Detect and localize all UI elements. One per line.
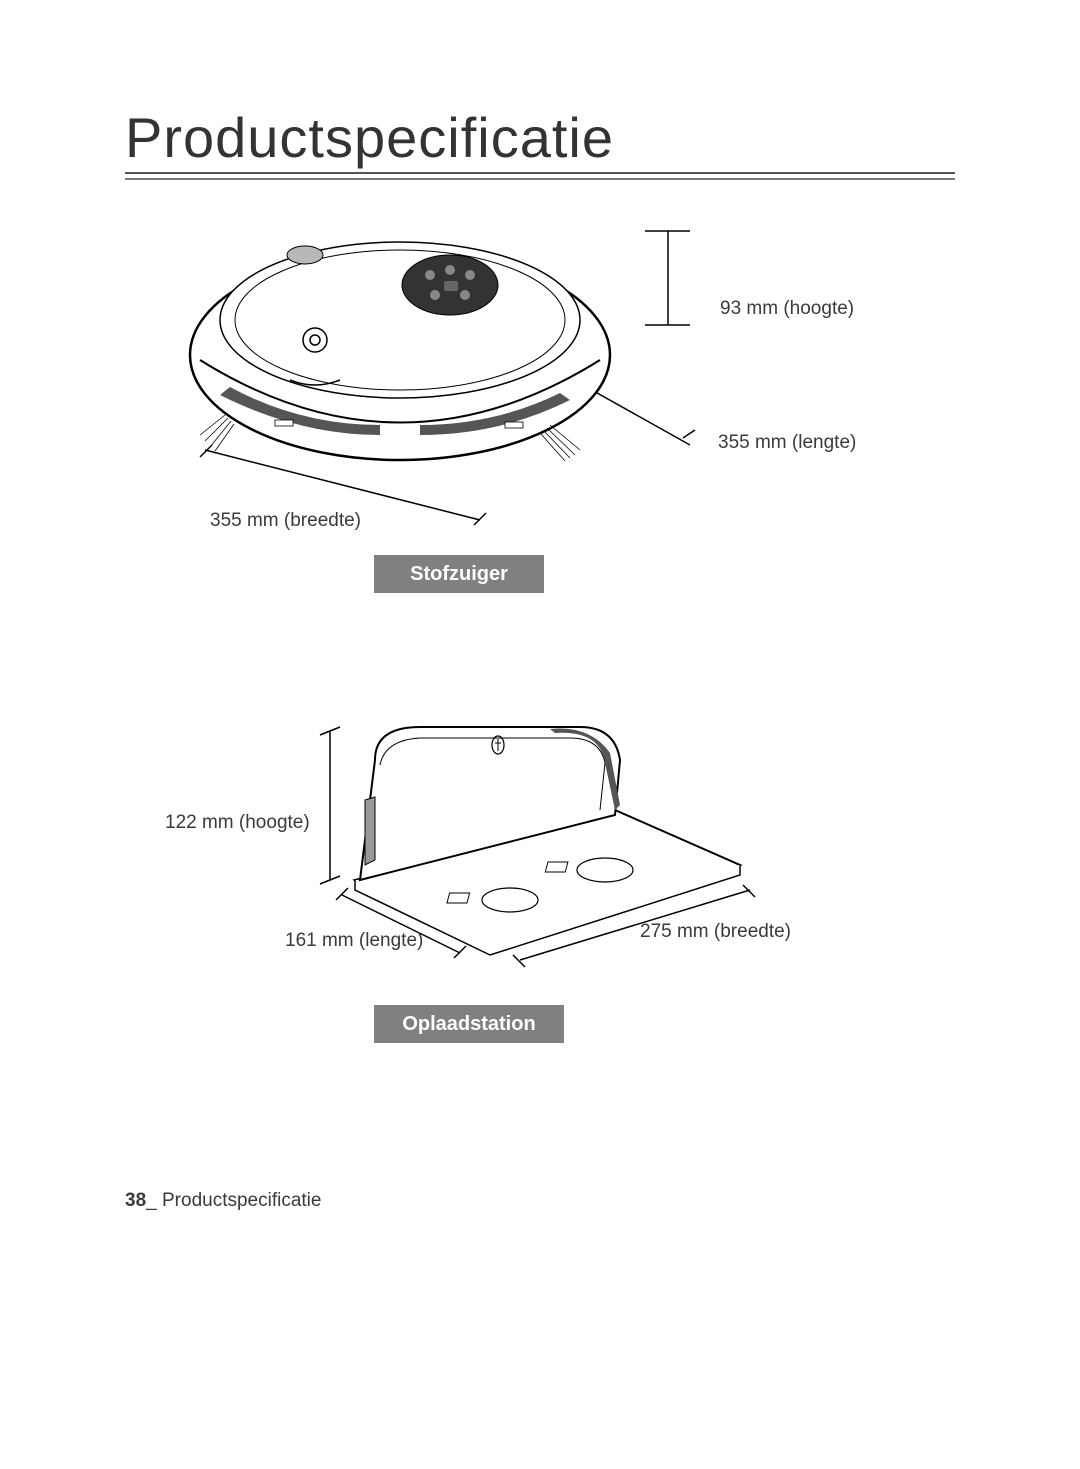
title-underline-1 <box>125 172 955 174</box>
vacuum-svg <box>150 225 930 535</box>
charger-svg <box>160 705 930 1005</box>
vacuum-figure <box>150 225 930 535</box>
footer-section: Productspecificatie <box>162 1190 321 1211</box>
vacuum-product-label: Stofzuiger <box>374 555 544 593</box>
page-title: Productspecificatie <box>125 105 614 170</box>
charger-product-label: Oplaadstation <box>374 1005 564 1043</box>
footer-separator: _ <box>146 1190 162 1211</box>
charger-figure <box>160 705 930 1005</box>
page-number: 38 <box>125 1190 146 1211</box>
vacuum-length-label: 355 mm (lengte) <box>718 432 856 454</box>
vacuum-width-label: 355 mm (breedte) <box>210 510 361 532</box>
charger-height-label: 122 mm (hoogte) <box>165 812 310 834</box>
charger-length-label: 161 mm (lengte) <box>285 930 423 952</box>
charger-width-label: 275 mm (breedte) <box>640 921 791 943</box>
vacuum-height-label: 93 mm (hoogte) <box>720 298 854 320</box>
title-underline-2 <box>125 178 955 180</box>
page-footer: 38_ Productspecificatie <box>125 1190 321 1212</box>
